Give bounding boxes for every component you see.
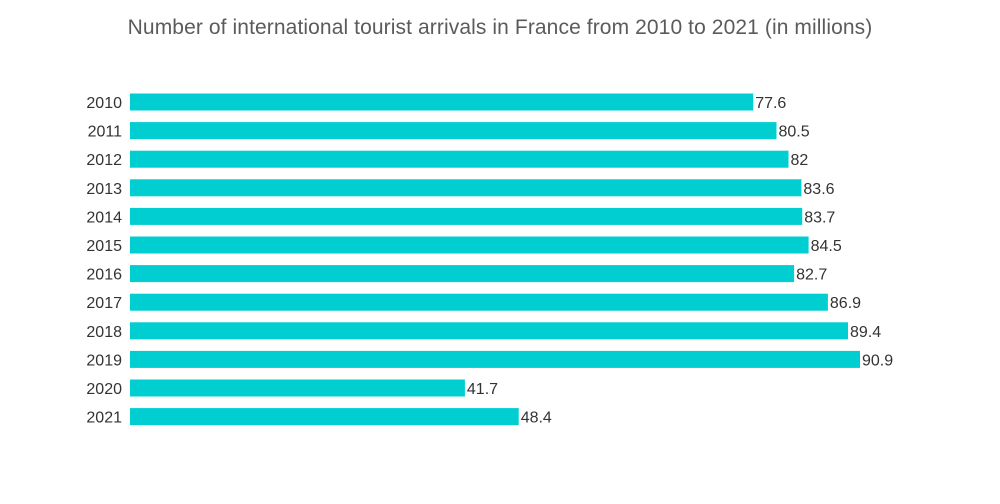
bar-2020	[130, 379, 465, 397]
tick-label-2016: 2016	[86, 267, 122, 284]
tick-label-2017: 2017	[86, 295, 122, 312]
tick-label-2010: 2010	[86, 95, 122, 112]
data-label-2013: 83.6	[803, 181, 834, 198]
bar-2019	[130, 350, 860, 368]
chart-title: Number of international tourist arrivals…	[127, 16, 873, 39]
data-label-2016: 82.7	[796, 267, 827, 284]
data-label-2018: 89.4	[850, 324, 881, 341]
tick-label-2020: 2020	[86, 381, 122, 398]
bar-2010	[130, 93, 754, 111]
data-label-2014: 83.7	[804, 209, 835, 226]
bar-2014	[130, 207, 803, 225]
data-label-2017: 86.9	[830, 295, 861, 312]
tick-label-2019: 2019	[86, 352, 122, 369]
tick-label-2021: 2021	[86, 410, 122, 427]
bar-2018	[130, 322, 848, 340]
data-labels: 77.6 80.5 82 83.6 83.7 84.5 82.786.9 89.4 90.9 41…	[467, 95, 893, 427]
tick-label-2018: 2018	[86, 324, 122, 341]
data-label-2015: 84.5	[811, 238, 842, 255]
bars-layer	[130, 93, 860, 426]
tick-label-2012: 2012	[86, 152, 122, 169]
data-label-2019: 90.9	[862, 352, 893, 369]
tick-label-2011: 2011	[88, 124, 123, 141]
bar-2013	[130, 179, 802, 197]
data-label-2010: 77.6	[755, 95, 786, 112]
bar-2012	[130, 150, 789, 168]
data-label-2021: 48.4	[521, 410, 552, 427]
data-label-2012: 82	[791, 152, 809, 169]
tick-label-2014: 2014	[86, 209, 122, 226]
tick-label-2013: 2013	[86, 181, 122, 198]
bar-2015	[130, 236, 809, 254]
data-label-2020: 41.7	[467, 381, 498, 398]
bar-2011	[130, 122, 777, 140]
data-label-2011: 80.5	[779, 124, 810, 141]
category-axis: 2010 2011 2012 2013 2014 2015 2016 2017 2018 2019…	[86, 95, 122, 427]
bar-2021	[130, 408, 519, 426]
tick-label-2015: 2015	[86, 238, 122, 255]
bar-2016	[130, 265, 795, 283]
bar-2017	[130, 293, 828, 311]
